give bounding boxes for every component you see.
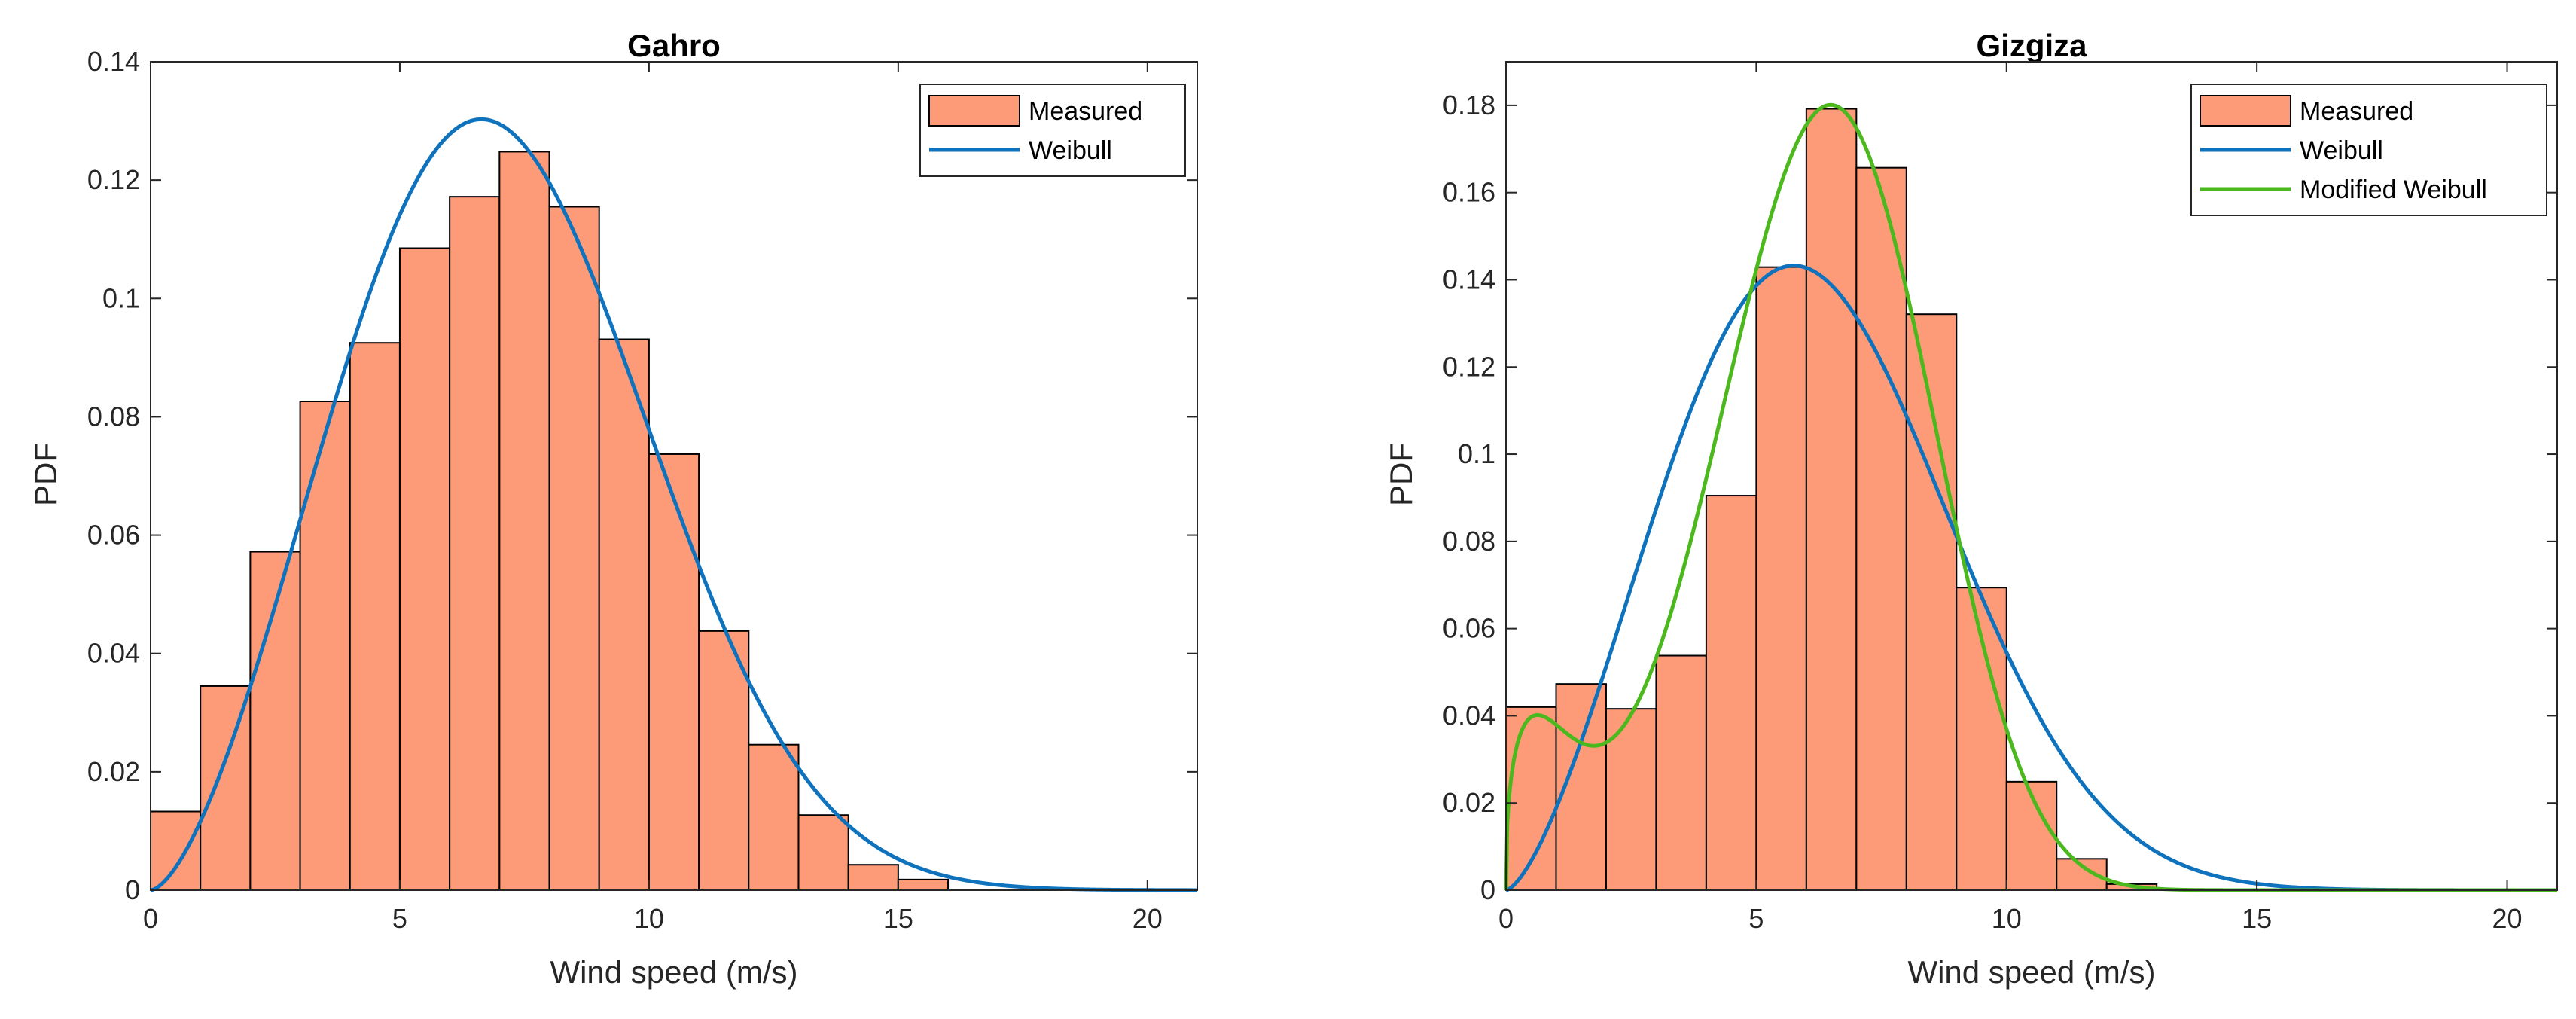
gizgiza-chart: Gizgiza PDF Wind speed (m/s) 0 5 10 15 20 0 0.… <box>1383 28 2558 990</box>
histogram-bar <box>1705 495 1757 891</box>
histogram-bar <box>150 810 202 891</box>
legend-label: Measured <box>1029 97 1142 126</box>
histogram-bar <box>449 196 501 891</box>
histogram-bar <box>398 247 451 891</box>
histogram-bar <box>548 206 600 891</box>
legend-swatch-measured <box>2200 95 2291 127</box>
y-tick-label: 0 <box>125 874 140 905</box>
plot-area-frame <box>150 61 1198 891</box>
histogram-bar <box>797 814 849 891</box>
chart-title: Gizgiza <box>1976 28 2087 63</box>
histogram-bar <box>847 864 899 891</box>
histogram-bar <box>698 630 750 891</box>
y-tick-label: 0.08 <box>1443 526 1495 557</box>
histogram-bar <box>200 685 252 891</box>
x-tick-label: 5 <box>1748 903 1764 934</box>
x-tick-label: 20 <box>1133 903 1163 934</box>
gahro-chart-panel: Gahro PDF Wind speed (m/s) 0 5 10 15 20 0 0.02… <box>0 0 1280 1019</box>
histogram-bar <box>1605 708 1657 891</box>
y-tick-label: 0.1 <box>1458 438 1495 469</box>
y-tick-label: 0.1 <box>102 282 140 313</box>
y-tick-label: 0.12 <box>1443 351 1495 382</box>
y-axis-label: PDF <box>28 443 63 506</box>
histogram-bar <box>1755 266 1807 891</box>
x-tick-label: 0 <box>143 903 158 934</box>
y-tick-label: 0.02 <box>87 756 140 787</box>
legend-label: Weibull <box>1029 136 1112 165</box>
y-tick-label: 0.08 <box>87 401 140 432</box>
chart-title: Gahro <box>627 28 721 63</box>
legend-label: Weibull <box>2300 136 2383 165</box>
y-tick-label: 0.14 <box>87 46 140 77</box>
legend-label: Measured <box>2300 97 2413 126</box>
gizgiza-chart-panel: Gizgiza PDF Wind speed (m/s) 0 5 10 15 20 0 0.… <box>1355 0 2576 1019</box>
histogram-bar <box>748 743 800 892</box>
histogram-bar <box>1655 654 1707 892</box>
x-tick-label: 15 <box>883 903 913 934</box>
y-tick-label: 0 <box>1480 874 1495 905</box>
x-tick-label: 15 <box>2242 903 2272 934</box>
plot-area-frame <box>1505 61 2558 891</box>
y-tick-label: 0.12 <box>87 164 140 195</box>
y-axis-label: PDF <box>1383 443 1419 506</box>
histogram-bar <box>897 878 950 891</box>
x-tick-label: 10 <box>634 903 664 934</box>
y-tick-label: 0.04 <box>87 638 140 669</box>
x-axis-label: Wind speed (m/s) <box>550 954 797 990</box>
histogram-bar <box>498 151 550 891</box>
histogram-bar <box>1805 108 1858 891</box>
x-tick-label: 20 <box>2492 903 2523 934</box>
x-tick-label: 0 <box>1498 903 1514 934</box>
y-tick-label: 0.02 <box>1443 787 1495 818</box>
x-axis-label: Wind speed (m/s) <box>1907 954 2155 990</box>
y-tick-label: 0.16 <box>1443 177 1495 208</box>
y-tick-label: 0.06 <box>1443 613 1495 644</box>
y-tick-label: 0.18 <box>1443 90 1495 121</box>
histogram-bar <box>1855 166 1907 891</box>
histogram-bar <box>598 338 650 891</box>
legend: Measured Weibull Modified Weibull <box>2190 84 2547 216</box>
legend: Measured Weibull <box>919 84 1186 177</box>
legend-label: Modified Weibull <box>2300 175 2487 204</box>
gahro-chart: Gahro PDF Wind speed (m/s) 0 5 10 15 20 0 0.02… <box>28 28 1198 990</box>
legend-swatch-measured <box>928 95 1020 127</box>
histogram-bar <box>349 342 401 891</box>
weibull-curve <box>150 117 1198 892</box>
x-tick-label: 10 <box>1992 903 2022 934</box>
histogram-bar <box>648 453 700 891</box>
x-tick-label: 5 <box>392 903 407 934</box>
histogram-bar <box>299 401 351 891</box>
y-tick-label: 0.14 <box>1443 264 1495 294</box>
y-tick-label: 0.06 <box>87 520 140 551</box>
y-tick-label: 0.04 <box>1443 700 1495 731</box>
